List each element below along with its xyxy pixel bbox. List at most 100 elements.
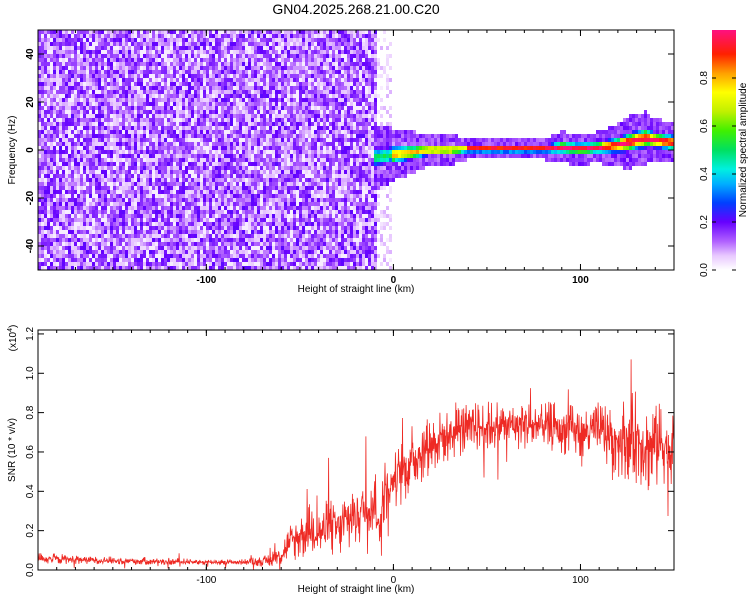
spectrogram-cell	[86, 122, 89, 126]
spectrogram-cell	[197, 154, 200, 158]
spectrogram-cell	[113, 122, 116, 126]
spectrogram-cell	[230, 230, 233, 234]
spectrogram-cell	[50, 150, 53, 154]
spectrogram-cell	[257, 158, 260, 162]
spectrogram-cell	[287, 34, 290, 38]
spectrogram-cell	[56, 126, 59, 130]
spectrogram-cell	[248, 62, 251, 66]
spectrogram-cell	[122, 254, 125, 258]
spectrogram-cell	[41, 234, 44, 238]
spectrogram-cell	[119, 178, 122, 182]
spectrogram-cell	[200, 138, 203, 142]
spectrogram-cell	[98, 202, 101, 206]
spectrogram-cell	[74, 134, 77, 138]
spectrogram-cell	[113, 138, 116, 142]
spectrogram-cell	[200, 66, 203, 70]
spectrogram-cell	[149, 82, 152, 86]
spectrogram-cell	[110, 266, 113, 270]
spectrogram-cell	[284, 38, 287, 42]
spectrogram-cell	[176, 142, 179, 146]
spectrogram-cell	[152, 98, 155, 102]
spectrogram-cell	[254, 262, 257, 266]
spectrogram-cell	[128, 150, 131, 154]
spectrogram-cell	[47, 50, 50, 54]
spectrogram-cell	[218, 178, 221, 182]
spectrogram-cell	[50, 70, 53, 74]
spectrogram-cell	[194, 258, 197, 262]
spectrogram-cell	[197, 138, 200, 142]
spectrogram-cell	[197, 246, 200, 250]
spectrogram-cell	[218, 134, 221, 138]
spectrogram-cell	[251, 146, 254, 150]
spectrogram-cell	[164, 234, 167, 238]
spectrogram-cell	[251, 154, 254, 158]
spectrogram-cell	[107, 234, 110, 238]
spectrogram-cell	[257, 166, 260, 170]
spectrogram-cell	[104, 234, 107, 238]
spectrogram-cell	[200, 114, 203, 118]
spectrogram-cell	[236, 98, 239, 102]
spectrogram-cell	[104, 210, 107, 214]
spectrogram-cell	[116, 234, 119, 238]
spectrogram-cell	[110, 238, 113, 242]
spectrogram-cell	[98, 162, 101, 166]
spectrogram-cell	[281, 130, 284, 134]
spectrogram-cell	[179, 190, 182, 194]
spectrogram-cell	[110, 190, 113, 194]
spectrogram-cell	[71, 182, 74, 186]
spectrogram-cell	[194, 94, 197, 98]
spectrogram-cell	[218, 262, 221, 266]
spectrogram-cell	[104, 50, 107, 54]
spectrogram-cell	[137, 238, 140, 242]
spectrogram-cell	[56, 206, 59, 210]
spectrogram-cell	[80, 146, 83, 150]
spectrogram-cell	[275, 106, 278, 110]
spectrogram-cell	[179, 154, 182, 158]
spectrogram-cell	[212, 86, 215, 90]
spectrogram-cell	[113, 90, 116, 94]
spectrogram-cell	[218, 238, 221, 242]
spectrogram-cell	[212, 234, 215, 238]
spectrogram-cell	[155, 158, 158, 162]
spectrogram-cell	[92, 166, 95, 170]
spectrogram-cell	[248, 130, 251, 134]
spectrogram-cell	[266, 170, 269, 174]
spectrogram-cell	[131, 90, 134, 94]
spectrogram-cell	[59, 182, 62, 186]
spectrogram-cell	[182, 158, 185, 162]
spectrogram-cell	[278, 38, 281, 42]
spectrogram-cell	[164, 118, 167, 122]
spectrogram-cell	[122, 50, 125, 54]
spectrogram-cell	[125, 78, 128, 82]
spectrogram-cell	[272, 246, 275, 250]
spectrogram-cell	[230, 118, 233, 122]
spectrogram-cell	[188, 82, 191, 86]
spectrogram-cell	[224, 254, 227, 258]
spectrogram-cell	[284, 142, 287, 146]
spectrogram-cell	[41, 170, 44, 174]
spectrogram-cell	[284, 70, 287, 74]
spectrogram-cell	[116, 254, 119, 258]
spectrogram-cell	[53, 62, 56, 66]
spectrogram-cell	[83, 98, 86, 102]
spectrogram-cell	[254, 214, 257, 218]
spectrogram-cell	[242, 150, 245, 154]
spectrogram-cell	[233, 130, 236, 134]
spectrogram-cell	[125, 262, 128, 266]
spectrogram-cell	[221, 202, 224, 206]
spectrogram-cell	[176, 138, 179, 142]
spectrogram-cell	[56, 114, 59, 118]
spectrogram-cell	[53, 214, 56, 218]
spectrogram-cell	[188, 234, 191, 238]
spectrogram-cell	[95, 210, 98, 214]
spectrogram-cell	[170, 150, 173, 154]
spectrogram-cell	[140, 158, 143, 162]
spectrogram-cell	[47, 74, 50, 78]
spectrogram-cell	[239, 146, 242, 150]
spectrogram-cell	[260, 154, 263, 158]
spectrogram-cell	[149, 146, 152, 150]
spectrogram-cell	[281, 138, 284, 142]
spectrogram-cell	[185, 262, 188, 266]
spectrogram-cell	[242, 130, 245, 134]
spectrogram-cell	[149, 134, 152, 138]
